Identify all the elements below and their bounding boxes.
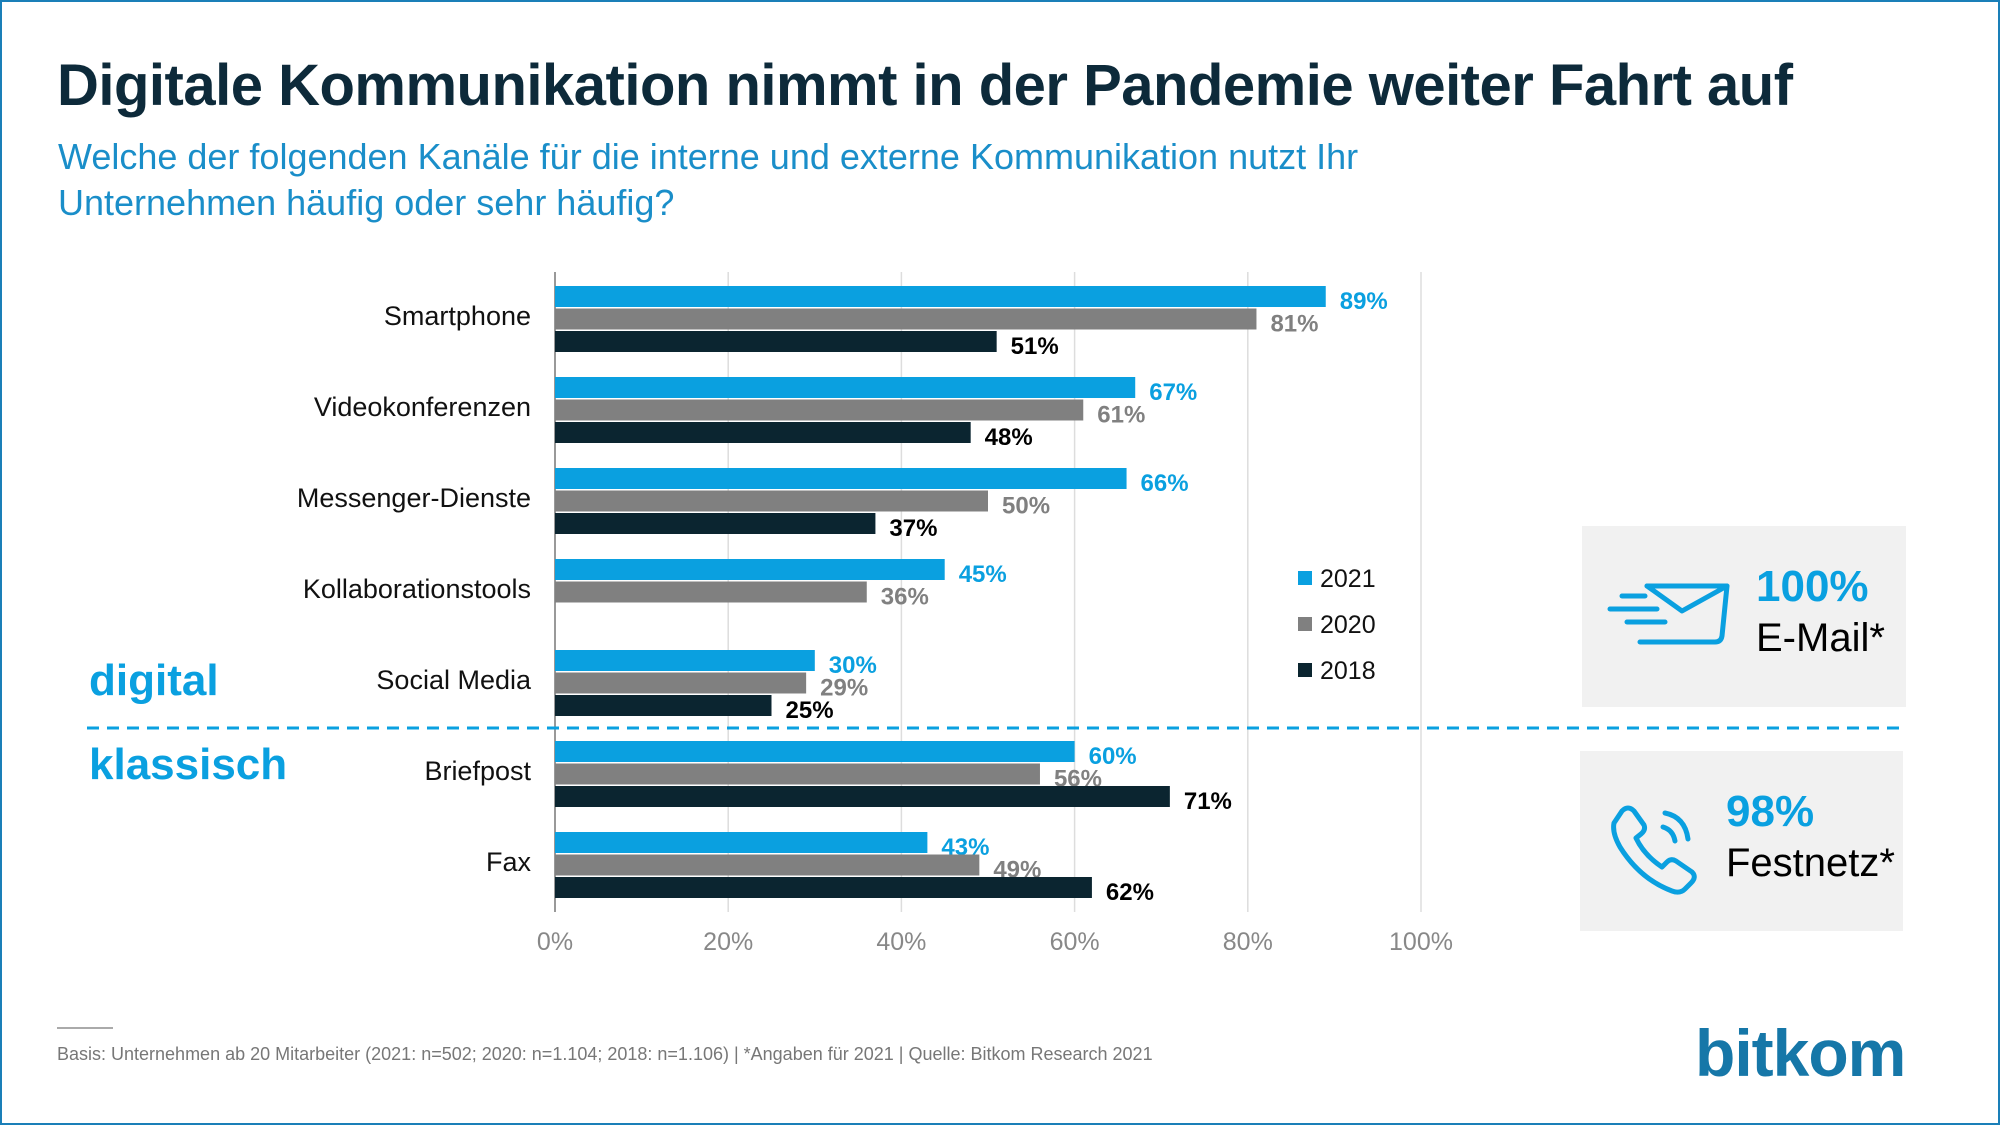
data-label-2020: 36% xyxy=(881,584,929,611)
data-label-2018: 62% xyxy=(1106,879,1154,906)
page-title: Digitale Kommunikation nimmt in der Pand… xyxy=(57,53,1793,118)
legend-label: 2020 xyxy=(1320,611,1376,639)
data-label-2020: 61% xyxy=(1097,402,1145,429)
bar-2020 xyxy=(555,763,1040,785)
x-tick-label: 60% xyxy=(1050,928,1100,956)
phone-highlight-box: 98% Festnetz* xyxy=(1580,751,1903,931)
data-label-2020: 29% xyxy=(820,675,868,702)
data-label-2021: 30% xyxy=(829,652,877,679)
x-tick-label: 20% xyxy=(703,928,753,956)
data-label-2020: 50% xyxy=(1002,493,1050,520)
envelope-icon xyxy=(1607,583,1730,645)
x-tick-label: 40% xyxy=(876,928,926,956)
legend-label: 2021 xyxy=(1320,565,1376,593)
bar-2021 xyxy=(555,559,945,580)
category-label: Smartphone xyxy=(384,301,531,331)
data-label-2021: 67% xyxy=(1149,379,1197,406)
bar-2018 xyxy=(555,513,876,534)
data-label-2020: 81% xyxy=(1270,311,1318,338)
bar-2021 xyxy=(555,286,1326,307)
bitkom-logo: bitkom xyxy=(1695,1016,1906,1090)
category-label: Videokonferenzen xyxy=(314,392,531,422)
legend-label: 2018 xyxy=(1320,657,1376,685)
footnote: Basis: Unternehmen ab 20 Mitarbeiter (20… xyxy=(57,1044,1153,1064)
phone-icon xyxy=(1611,805,1697,895)
bar-2020 xyxy=(555,490,988,512)
section-label-classic: klassisch xyxy=(89,740,288,789)
data-label-2018: 37% xyxy=(889,515,937,542)
bar-2020 xyxy=(555,581,867,603)
bar-2020 xyxy=(555,308,1257,330)
email-value: 100% xyxy=(1756,562,1869,611)
data-label-2018: 48% xyxy=(985,424,1033,451)
data-label-2018: 71% xyxy=(1184,788,1232,815)
x-tick-label: 0% xyxy=(537,928,573,956)
phone-value: 98% xyxy=(1726,787,1815,836)
bar-2018 xyxy=(555,695,772,716)
bar-2018 xyxy=(555,331,997,352)
category-label: Messenger-Dienste xyxy=(297,483,531,513)
data-label-2021: 89% xyxy=(1340,288,1388,315)
x-tick-label: 80% xyxy=(1223,928,1273,956)
bar-2018 xyxy=(555,422,971,443)
bar-2020 xyxy=(555,672,807,694)
bar-2020 xyxy=(555,399,1084,421)
legend-swatch-2021 xyxy=(1298,571,1312,585)
x-tick-label: 100% xyxy=(1389,928,1453,956)
email-label: E-Mail* xyxy=(1756,616,1885,660)
bar-2021 xyxy=(555,832,928,853)
bar-2021 xyxy=(555,650,815,671)
bar-2021 xyxy=(555,741,1075,762)
bar-2018 xyxy=(555,786,1170,807)
category-label: Social Media xyxy=(376,665,532,695)
category-label: Kollaborationstools xyxy=(303,574,531,604)
category-label: Fax xyxy=(486,847,532,877)
subtitle: Welche der folgenden Kanäle für die inte… xyxy=(58,136,1359,223)
email-highlight-box: 100% E-Mail* xyxy=(1582,526,1906,707)
data-label-2021: 60% xyxy=(1089,743,1137,770)
data-label-2021: 45% xyxy=(959,561,1007,588)
bar-2021 xyxy=(555,377,1136,398)
category-label: Briefpost xyxy=(424,756,531,786)
bar-2018 xyxy=(555,877,1092,898)
data-label-2018: 51% xyxy=(1011,333,1059,360)
legend-swatch-2020 xyxy=(1298,617,1312,631)
legend-swatch-2018 xyxy=(1298,663,1312,677)
phone-label: Festnetz* xyxy=(1726,841,1895,885)
bar-2021 xyxy=(555,468,1127,489)
section-label-digital: digital xyxy=(89,656,219,705)
footnote-divider xyxy=(57,1027,113,1029)
data-label-2021: 66% xyxy=(1141,470,1189,497)
bar-2020 xyxy=(555,854,980,876)
data-label-2018: 25% xyxy=(786,697,834,724)
